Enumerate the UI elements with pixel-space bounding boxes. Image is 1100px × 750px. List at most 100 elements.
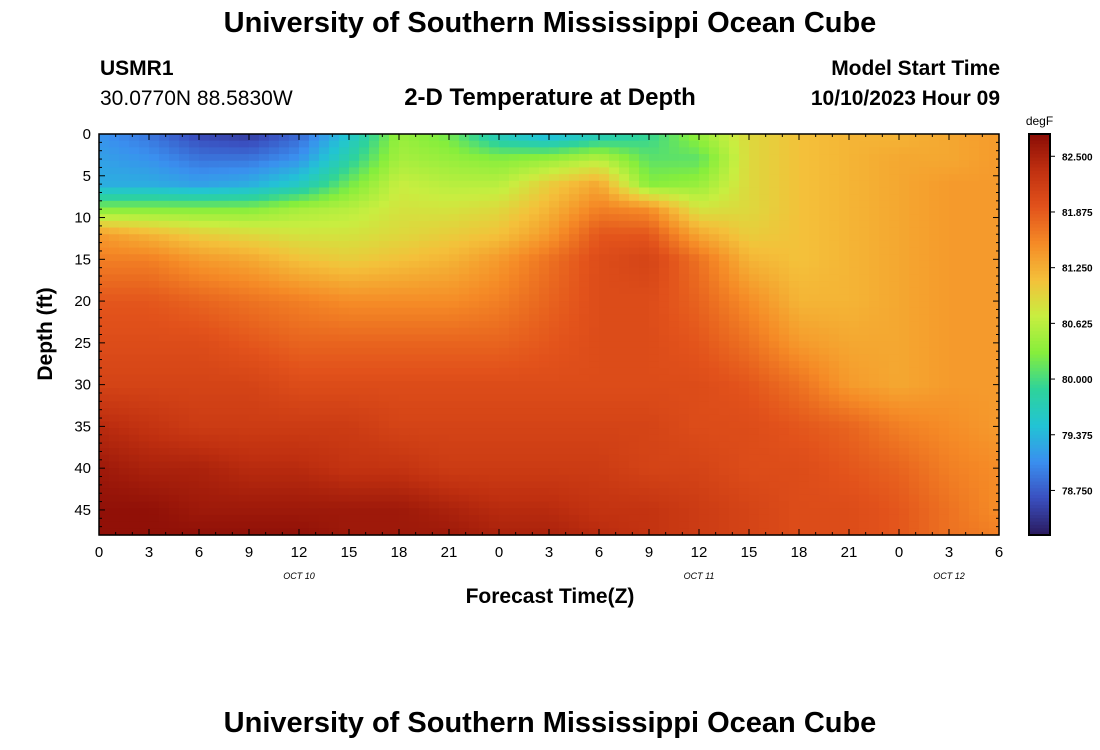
heatmap-cell [199,160,210,169]
heatmap-cell [109,294,120,302]
heatmap-cell [289,387,300,396]
heatmap-cell [649,354,660,362]
heatmap-cell [399,301,410,309]
heatmap-cell [989,428,1000,436]
heatmap-cell [819,301,830,309]
heatmap-cell [709,354,720,362]
heatmap-cell [99,147,110,155]
heatmap-cell [479,314,490,322]
heatmap-cell [489,274,500,282]
heatmap-cell [249,187,260,195]
heatmap-cell [609,321,620,329]
heatmap-cell [469,481,480,489]
heatmap-cell [309,134,320,142]
heatmap-cell [819,220,830,229]
heatmap-cell [209,327,220,336]
heatmap-cell [729,381,740,389]
heatmap-cell [729,361,740,369]
heatmap-cell [989,174,1000,182]
heatmap-cell [819,347,830,356]
heatmap-cell [529,287,540,295]
heatmap-cell [379,474,390,483]
heatmap-cell [369,207,380,215]
heatmap-cell [989,194,1000,202]
heatmap-cell [809,140,820,148]
heatmap-cell [319,387,330,396]
heatmap-cell [449,474,460,483]
heatmap-cell [949,327,960,336]
heatmap-cell [339,421,350,429]
heatmap-cell [439,227,450,235]
heatmap-cell [739,154,750,162]
heatmap-cell [799,468,810,476]
heatmap-cell [759,434,770,443]
heatmap-cell [579,154,590,162]
heatmap-cell [549,474,560,483]
heatmap-cell [379,414,390,422]
heatmap-cell [399,174,410,182]
heatmap-cell [689,468,700,476]
heatmap-cell [639,301,650,309]
heatmap-cell [789,354,800,362]
heatmap-cell [799,200,810,209]
heatmap-cell [219,421,230,429]
heatmap-cell [719,301,730,309]
heatmap-cell [909,394,920,402]
heatmap-cell [829,154,840,162]
heatmap-cell [789,454,800,463]
heatmap-cell [839,494,850,503]
heatmap-cell [269,401,280,409]
heatmap-cell [349,214,360,222]
heatmap-cell [309,334,320,342]
heatmap-cell [239,287,250,295]
heatmap-cell [419,474,430,483]
heatmap-cell [329,194,340,202]
heatmap-cell [209,454,220,463]
heatmap-cell [629,194,640,202]
heatmap-cell [799,434,810,443]
heatmap-cell [599,434,610,443]
heatmap-cell [229,227,240,235]
heatmap-cell [709,301,720,309]
heatmap-cell [729,134,740,142]
heatmap-cell [199,314,210,322]
heatmap-cell [709,334,720,342]
heatmap-cell [139,334,150,342]
heatmap-cell [849,354,860,362]
heatmap-cell [179,414,190,422]
heatmap-cell [429,494,440,503]
heatmap-cell [109,461,120,469]
heatmap-cell [389,401,400,409]
heatmap-cell [119,281,130,289]
heatmap-cell [329,260,340,269]
heatmap-cell [139,147,150,155]
heatmap-cell [579,314,590,322]
heatmap-cell [209,361,220,369]
heatmap-cell [189,140,200,148]
heatmap-cell [419,341,430,349]
heatmap-cell [289,154,300,162]
heatmap-cell [369,234,380,242]
heatmap-cell [799,488,810,496]
heatmap-cell [389,207,400,215]
heatmap-cell [969,240,980,249]
heatmap-cell [529,414,540,422]
heatmap-cell [499,160,510,169]
heatmap-cell [509,134,520,142]
heatmap-cell [379,287,390,295]
heatmap-cell [669,247,680,255]
heatmap-cell [689,488,700,496]
heatmap-cell [519,160,530,169]
heatmap-cell [479,187,490,195]
heatmap-cell [529,334,540,342]
heatmap-cell [569,381,580,389]
heatmap-cell [99,461,110,469]
heatmap-cell [269,200,280,209]
heatmap-cell [629,227,640,235]
heatmap-cell [239,341,250,349]
heatmap-cell [439,287,450,295]
heatmap-cell [739,227,750,235]
heatmap-cell [709,428,720,436]
heatmap-cell [229,207,240,215]
heatmap-cell [479,240,490,249]
